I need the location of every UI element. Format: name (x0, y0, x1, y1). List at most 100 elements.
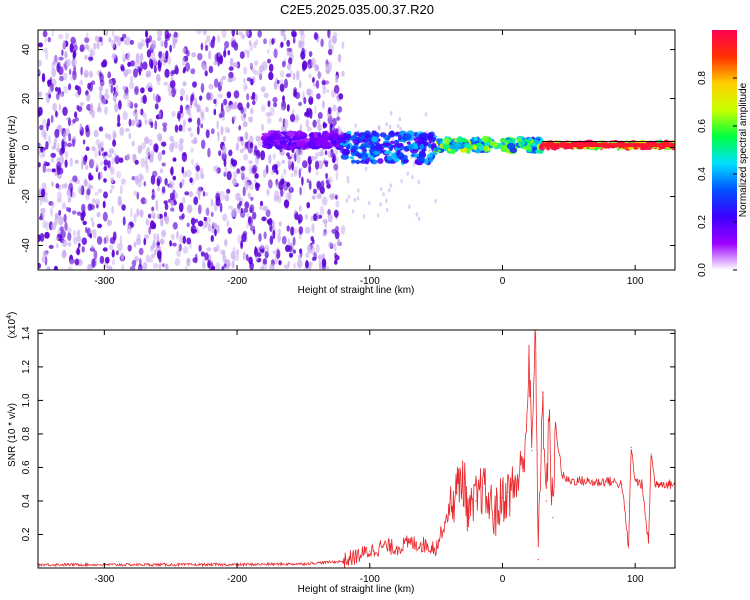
snr-data-point (537, 559, 539, 561)
spectrogram-noise-blob (259, 200, 264, 207)
spectrogram-noise-blob (295, 114, 299, 119)
spectrogram-noise-blob (268, 38, 272, 46)
spectrogram-noise-blob (286, 104, 290, 112)
spectrogram-noise-blob (164, 178, 168, 186)
spectrogram-noise-blob (122, 57, 127, 63)
spectrogram-noise-blob (107, 153, 113, 158)
spectrogram-noise-blob (327, 241, 334, 248)
spectrogram-noise-blob (254, 94, 258, 102)
spectrogram-noise-blob (284, 264, 290, 269)
spectrogram-noise-blob (334, 84, 340, 94)
spectrogram-noise-blob (38, 59, 43, 67)
spectrogram-noise-blob (216, 224, 220, 234)
snr-frame (37, 329, 676, 569)
spectrogram-noise-blob (171, 139, 175, 149)
spectrogram-noise-blob (289, 69, 293, 75)
spectrogram-noise-blob (162, 122, 168, 127)
spectrogram-noise-blob (55, 86, 59, 92)
spectrogram-noise-blob (227, 49, 231, 56)
spectrogram-noise-blob (279, 83, 285, 92)
spectrogram-noise-blob (120, 252, 125, 261)
spectrogram-noise-blob (72, 70, 77, 81)
snr-data-point (545, 500, 547, 502)
spectrogram-noise-blob (79, 44, 85, 52)
spectrogram-noise-blob (139, 210, 142, 216)
snr-y-scale: (x104) (6, 312, 18, 339)
spectrogram-band-blob (364, 141, 369, 149)
spectrogram-band-blob (396, 149, 401, 156)
spectrogram-noise-blob (305, 119, 309, 128)
spectrogram-band-blob (345, 133, 352, 139)
spectrogram-noise-blob (89, 204, 95, 210)
spectrogram-noise-blob (288, 245, 293, 253)
spectrogram-noise-blob (211, 221, 215, 227)
spectrogram-noise-blob (107, 265, 113, 270)
spectrogram-noise-blob (224, 194, 230, 202)
spectrogram-noise-blob (140, 39, 145, 47)
spectrogram-noise-blob (364, 166, 368, 172)
spectrogram-noise-blob (238, 125, 241, 131)
spectrogram-noise-blob (257, 30, 263, 38)
spectrogram-noise-blob (202, 30, 208, 36)
spectrogram-noise-blob (130, 207, 133, 218)
spectrogram-noise-blob (142, 112, 147, 119)
spectrogram-noise-blob (72, 229, 77, 237)
spectrogram-noise-blob (247, 116, 252, 123)
spectrogram-noise-blob (187, 127, 192, 132)
spectrogram-noise-blob (154, 249, 157, 256)
spectrogram-noise-blob (47, 135, 52, 145)
spectrogram-noise-blob (144, 160, 148, 169)
spectrogram-noise-blob (67, 207, 72, 213)
spectrogram-noise-blob (189, 177, 193, 183)
spectrogram-noise-blob (207, 147, 211, 158)
spectrogram-noise-blob (327, 30, 331, 39)
spectrogram-noise-blob (246, 93, 250, 101)
spectrogram-noise-blob (293, 169, 298, 177)
spectrogram-noise-blob (325, 80, 330, 85)
spectrogram-noise-blob (222, 135, 227, 142)
spectrogram-noise-blob (115, 90, 120, 96)
spectrogram-noise-blob (244, 182, 250, 188)
spectrogram-noise-blob (206, 35, 211, 43)
spectrogram-noise-blob (205, 106, 209, 113)
spectrogram-noise-blob (64, 52, 68, 59)
spectrogram-noise-blob (298, 226, 304, 235)
spectrogram-noise-blob (325, 265, 330, 270)
colorbar-ticks: 0.0 0.2 0.4 0.6 0.8 (697, 71, 737, 277)
spectrogram-noise-blob (76, 211, 82, 216)
spectrogram-noise-blob (292, 236, 296, 246)
spectrogram-band-blob (355, 159, 361, 165)
spectrogram-noise-blob (50, 115, 54, 123)
spectrogram-noise-blob (289, 186, 293, 192)
spectrogram-noise-blob (243, 207, 249, 213)
spectrogram-noise-blob (326, 88, 330, 94)
spectrogram-noise-blob (336, 156, 339, 165)
spectrogram-noise-blob (66, 227, 72, 233)
spectrogram-noise-blob (318, 256, 322, 267)
colorbar-tick-label: 0.6 (697, 119, 708, 133)
spectrogram-noise-blob (51, 30, 55, 37)
spectrogram-noise-blob (224, 238, 228, 247)
spectrogram-noise-blob (110, 185, 115, 190)
spectrogram-noise-blob (104, 133, 109, 139)
spectrogram-noise-blob (246, 254, 249, 262)
spectrogram-noise-blob (65, 58, 71, 67)
spectrogram-noise-blob (190, 68, 196, 75)
spectrogram-band-blob (324, 134, 330, 138)
spectrogram-noise-blob (117, 114, 121, 124)
spectrogram-noise-blob (182, 119, 186, 128)
spectrogram-noise-blob (172, 242, 177, 247)
spectrogram-noise-blob (125, 36, 131, 46)
spectrogram-noise-blob (274, 164, 278, 171)
spectrogram-noise-blob (305, 260, 309, 269)
spectrogram-noise-blob (297, 254, 302, 260)
spectrogram-noise-blob (46, 122, 49, 132)
spectrogram-noise-blob (191, 228, 197, 233)
spectrogram-noise-blob (172, 222, 178, 230)
spectrogram-noise-blob (272, 220, 275, 230)
y-tick-label: 0.2 (21, 527, 32, 541)
spectrogram-noise-blob (242, 146, 247, 151)
spectrogram-band-blob (292, 135, 298, 141)
spectrogram-noise-blob (182, 196, 186, 205)
spectrogram-noise-blob (319, 205, 325, 216)
